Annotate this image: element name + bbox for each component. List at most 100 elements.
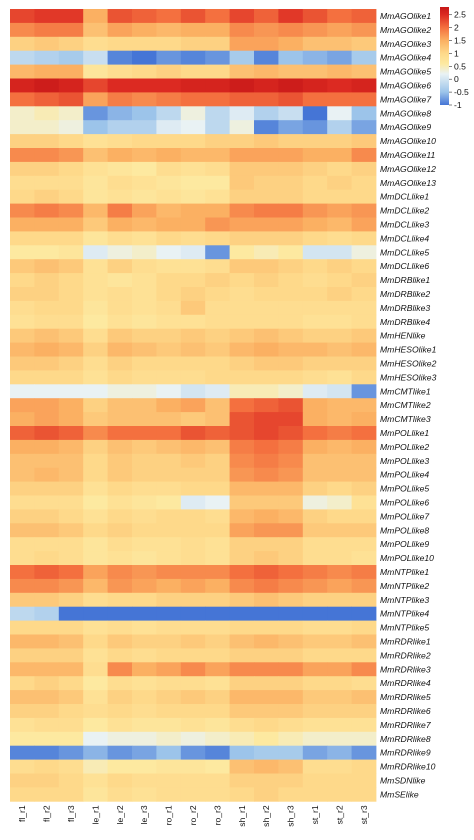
heatmap-cell — [302, 175, 328, 191]
heatmap-cell — [278, 217, 304, 232]
heatmap-cell — [229, 22, 255, 38]
heatmap-cell — [351, 481, 377, 496]
heatmap-cell — [180, 92, 206, 107]
heatmap-cell — [205, 773, 230, 788]
heatmap-cell — [58, 495, 84, 510]
heatmap-cell — [254, 412, 279, 427]
heatmap-cell — [107, 565, 133, 580]
heatmap-cell — [132, 217, 157, 232]
heatmap-cell — [132, 787, 157, 802]
heatmap-cell — [229, 398, 255, 413]
heatmap-cell — [10, 148, 35, 163]
heatmap-cell — [327, 731, 352, 747]
heatmap-cell — [302, 648, 328, 663]
heatmap-cell — [229, 676, 255, 691]
heatmap-cell — [302, 620, 328, 635]
heatmap-cell — [156, 787, 182, 802]
heatmap-cell — [107, 328, 133, 343]
heatmap-cell — [302, 189, 328, 204]
heatmap-cell — [205, 426, 230, 441]
heatmap-cell — [327, 412, 352, 427]
heatmap-cell — [156, 273, 182, 288]
heatmap-cell — [83, 273, 108, 288]
heatmap-cell — [10, 412, 35, 427]
heatmap-cell — [254, 634, 279, 649]
heatmap-cell — [156, 509, 182, 524]
row-label: MmRDRlike3 — [380, 664, 431, 674]
heatmap-cell — [58, 36, 84, 52]
heatmap-cell — [180, 620, 206, 635]
heatmap-cell — [107, 759, 133, 774]
heatmap-cell — [156, 370, 182, 385]
heatmap-cell — [278, 231, 304, 246]
heatmap-cell — [58, 537, 84, 552]
heatmap-cell — [132, 287, 157, 302]
heatmap-cell — [10, 384, 35, 399]
heatmap-cell — [205, 161, 230, 177]
heatmap-cell — [229, 690, 255, 705]
heatmap-cell — [327, 648, 352, 663]
heatmap-cell — [58, 634, 84, 649]
heatmap-cell — [107, 662, 133, 677]
heatmap-cell — [156, 36, 182, 52]
heatmap-cell — [327, 690, 352, 705]
heatmap-cell — [254, 509, 279, 524]
heatmap-cell — [229, 328, 255, 343]
heatmap-cell — [10, 22, 35, 38]
heatmap-cell — [254, 704, 279, 719]
heatmap-cell — [34, 78, 60, 93]
row-label: MmRDRlike1 — [380, 636, 431, 646]
heatmap-cell — [205, 578, 230, 594]
heatmap-cell — [180, 356, 206, 371]
heatmap-cell — [180, 9, 206, 24]
heatmap-cell — [10, 161, 35, 177]
column-label: ro_r1 — [164, 805, 174, 825]
heatmap-cell — [132, 314, 157, 330]
heatmap-cell — [107, 731, 133, 747]
heatmap-cell — [156, 217, 182, 232]
column-label: sh_r1 — [237, 805, 247, 827]
heatmap-cell — [302, 412, 328, 427]
heatmap-cell — [10, 745, 35, 760]
heatmap-cell — [327, 717, 352, 733]
heatmap-cell — [34, 161, 60, 177]
heatmap-cell — [58, 467, 84, 482]
heatmap-cell — [83, 300, 108, 316]
heatmap-cell — [278, 537, 304, 552]
heatmap-cell — [58, 78, 84, 93]
heatmap-cell — [156, 175, 182, 191]
heatmap-cell — [327, 78, 352, 93]
heatmap-cell — [278, 273, 304, 288]
heatmap-cell — [180, 342, 206, 357]
heatmap-cell — [278, 356, 304, 371]
heatmap-cell — [180, 551, 206, 566]
heatmap-cell — [351, 92, 377, 107]
heatmap-cell — [180, 36, 206, 52]
heatmap-cell — [58, 356, 84, 371]
heatmap-cell — [180, 523, 206, 538]
heatmap-cell — [327, 509, 352, 524]
heatmap-cell — [132, 412, 157, 427]
heatmap-cell — [10, 523, 35, 538]
heatmap-cell — [107, 509, 133, 524]
heatmap-cell — [83, 759, 108, 774]
heatmap-cell — [254, 773, 279, 788]
heatmap-cell — [58, 648, 84, 663]
heatmap-cell — [254, 342, 279, 357]
heatmap-cell — [229, 259, 255, 274]
heatmap-cell — [83, 287, 108, 302]
heatmap-cell — [229, 161, 255, 177]
heatmap-cell — [34, 467, 60, 482]
heatmap-cell — [83, 467, 108, 482]
heatmap-cell — [205, 551, 230, 566]
heatmap-cell — [58, 620, 84, 635]
heatmap-cell — [278, 384, 304, 399]
heatmap-cell — [278, 106, 304, 121]
heatmap-cell — [58, 523, 84, 538]
heatmap-cell — [132, 745, 157, 760]
heatmap-cell — [327, 745, 352, 760]
heatmap-cell — [205, 676, 230, 691]
heatmap-cell — [10, 759, 35, 774]
heatmap-cell — [156, 356, 182, 371]
heatmap-cell — [132, 592, 157, 608]
